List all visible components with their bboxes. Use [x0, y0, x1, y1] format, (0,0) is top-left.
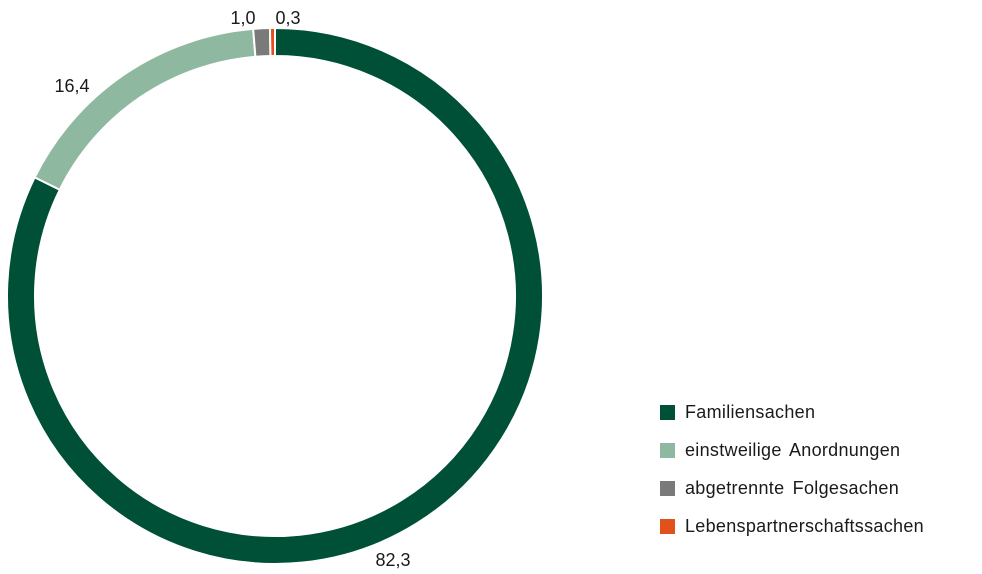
legend-swatch-familiensachen — [660, 404, 675, 420]
legend-label-familiensachen: Familiensachen — [685, 401, 816, 422]
legend-swatch-lebenspartnerschaftssachen — [660, 518, 675, 534]
legend-item-familiensachen: Familiensachen — [660, 398, 924, 426]
legend-swatch-einstweilige-anordnungen — [660, 442, 675, 458]
slice-einstweilige-anordnungen — [33, 27, 257, 192]
legend-item-lebenspartnerschaftssachen: Lebenspartnerschaftssachen — [660, 512, 924, 540]
legend-item-einstweilige-anordnungen: einstweilige Anordnungen — [660, 436, 924, 464]
legend-item-abgetrennte-folgesachen: abgetrennte Folgesachen — [660, 474, 924, 502]
slice-lebenspartnerschaftssachen — [268, 26, 276, 58]
legend-label-lebenspartnerschaftssachen: Lebenspartnerschaftssachen — [685, 515, 924, 536]
donut-slices — [6, 26, 544, 565]
legend: Familiensachen einstweilige Anordnungen … — [660, 398, 924, 550]
legend-label-abgetrennte-folgesachen: abgetrennte Folgesachen — [685, 477, 900, 498]
data-label-lebenspartnerschaftssachen: 0,3 — [275, 8, 300, 28]
data-labels: 82,3 16,4 1,0 0,3 — [54, 8, 410, 570]
data-label-einstweilige-anordnungen: 16,4 — [54, 76, 89, 96]
slice-abgetrennte-folgesachen — [252, 27, 272, 58]
legend-label-einstweilige-anordnungen: einstweilige Anordnungen — [685, 439, 901, 460]
legend-swatch-abgetrennte-folgesachen — [660, 480, 675, 496]
slice-familiensachen — [6, 26, 544, 565]
data-label-abgetrennte-folgesachen: 1,0 — [230, 8, 255, 28]
data-label-familiensachen: 82,3 — [375, 550, 410, 570]
